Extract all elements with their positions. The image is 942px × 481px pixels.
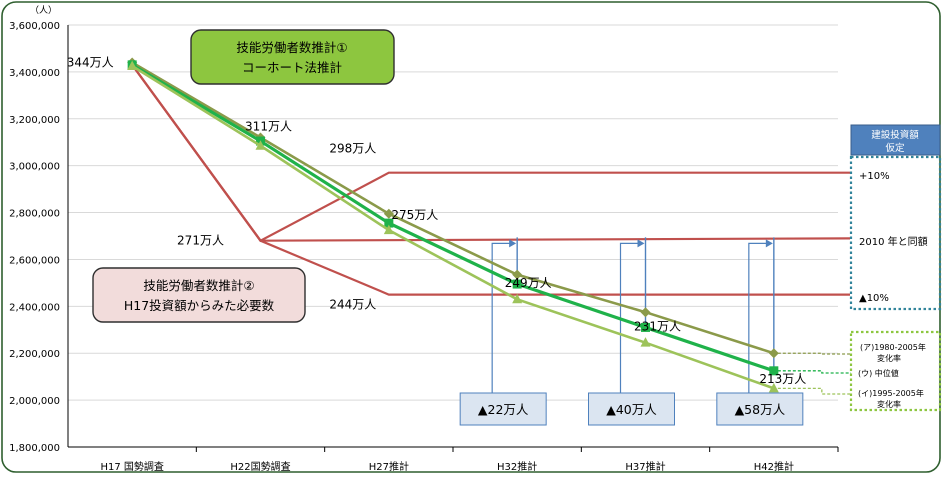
gap-arrowhead <box>509 239 517 248</box>
gap-3: ▲58万人 <box>716 237 804 426</box>
legend-investment-title2: 仮定 <box>885 142 905 154</box>
value-label: 249万人 <box>505 276 552 290</box>
series-line-u <box>131 63 775 373</box>
gap-box <box>459 392 547 426</box>
gap-label: ▲22万人 <box>478 402 529 417</box>
callout-cohort-line1: 技能労働者数推計① <box>236 40 347 55</box>
y-tick-label: 3,000,000 <box>9 162 60 173</box>
y-tick-label: 1,800,000 <box>9 443 60 454</box>
legend-a: (ア)1980-2005年 <box>860 342 926 352</box>
legend-u: (ウ) 中位値 <box>858 368 899 378</box>
callout-cohort-line2: コーホート法推計 <box>242 60 342 75</box>
gap-arrowhead <box>765 239 773 248</box>
x-tick-label: H17 国勢調査 <box>100 460 163 473</box>
gap-label: ▲58万人 <box>735 402 786 417</box>
legend-i-2: 変化率 <box>877 399 901 409</box>
marker <box>255 140 266 150</box>
y-axis: 1,800,000 2,000,000 2,200,000 2,400,000 2,60… <box>9 21 838 454</box>
demand-lines <box>131 64 851 296</box>
value-label: 213万人 <box>759 372 806 386</box>
legend-connector-u <box>777 370 851 374</box>
legend-connector-a <box>777 352 851 355</box>
marker <box>640 337 651 347</box>
y-unit: （人） <box>30 5 57 16</box>
y-tick-label: 3,400,000 <box>9 68 60 79</box>
x-axis: H17 国勢調査 H22国勢調査 H27推計 H32推計 H37推計 H42推計 <box>100 447 839 473</box>
series-line-i <box>131 64 775 390</box>
data-labels: 344万人 311万人 275万人 249万人 231万人 213万人 298万人 271万人… <box>67 56 807 386</box>
series-lines <box>127 57 851 395</box>
legend-investment-title1: 建設投資額 <box>871 129 919 141</box>
marker <box>512 293 523 304</box>
value-label: 275万人 <box>391 208 438 222</box>
callout-cohort: 技能労働者数推計① コーホート法推計 <box>190 29 395 85</box>
value-label: 344万人 <box>67 56 114 70</box>
gap-label: ▲40万人 <box>606 402 657 417</box>
y-tick-label: 2,400,000 <box>9 302 60 313</box>
value-label: 271万人 <box>177 234 224 248</box>
x-tick-label: H22国勢調査 <box>230 460 290 473</box>
y-tick-label: 3,600,000 <box>9 21 60 32</box>
gap-arrows: ▲22万人 ▲40万人 ▲58万人 <box>459 237 804 426</box>
value-label: 244万人 <box>329 298 376 312</box>
series-line-a <box>131 61 775 355</box>
legend-minus10: ▲10% <box>859 293 889 304</box>
callout-investment: 技能労働者数推計② H17投資額からみた必要数 <box>92 267 306 323</box>
y-tick-label: 3,200,000 <box>9 115 60 126</box>
legend-connector-i <box>777 387 851 395</box>
y-tick-label: 2,600,000 <box>9 255 60 266</box>
marker <box>384 218 394 228</box>
y-tick-label: 2,200,000 <box>9 349 60 360</box>
marker <box>383 224 394 235</box>
legend-a-2: 変化率 <box>877 353 901 363</box>
callout-investment-line2: H17投資額からみた必要数 <box>124 298 275 313</box>
legend-i: (イ)1995-2005年 <box>858 388 924 398</box>
marker <box>512 279 522 289</box>
gap-connector <box>748 242 768 393</box>
marker <box>769 366 779 376</box>
gap-connector <box>491 242 512 393</box>
gap-connector <box>619 242 640 393</box>
chart-border <box>1 1 941 473</box>
gap-box <box>588 392 675 426</box>
marker <box>641 322 650 332</box>
legend-series: (ア)1980-2005年 変化率 (ウ) 中位値 (イ)1995-2005年 … <box>849 330 942 412</box>
series-i <box>127 60 851 395</box>
marker <box>768 382 779 393</box>
demand-line-same <box>131 64 851 242</box>
gap-1: ▲22万人 <box>459 237 547 426</box>
marker <box>640 307 651 318</box>
value-label: 311万人 <box>245 120 292 134</box>
marker <box>768 348 779 359</box>
value-label: 231万人 <box>634 319 681 333</box>
value-label: 298万人 <box>329 142 376 156</box>
demand-line-minus10 <box>131 64 850 296</box>
legend-plus10: +10% <box>859 171 890 182</box>
gap-box <box>716 392 804 426</box>
x-tick-label: H37推計 <box>625 460 665 473</box>
gap-arrowhead <box>637 239 645 248</box>
callout-investment-line1: 技能労働者数推計② <box>143 278 254 293</box>
legend-investment: 建設投資額 仮定 +10% 2010 年と同額 ▲10% <box>849 124 942 311</box>
marker <box>127 60 138 71</box>
demand-line-plus10 <box>131 64 850 243</box>
legend-same: 2010 年と同額 <box>859 235 928 248</box>
x-tick-label: H27推計 <box>369 460 409 473</box>
y-tick-label: 2,800,000 <box>9 209 60 220</box>
marker <box>512 269 523 280</box>
x-tick-label: H32推計 <box>497 460 537 473</box>
gap-2: ▲40万人 <box>588 237 675 426</box>
marker <box>383 208 394 219</box>
series-u <box>127 60 851 376</box>
y-tick-label: 2,000,000 <box>9 396 60 407</box>
x-tick-label: H42推計 <box>754 460 794 473</box>
